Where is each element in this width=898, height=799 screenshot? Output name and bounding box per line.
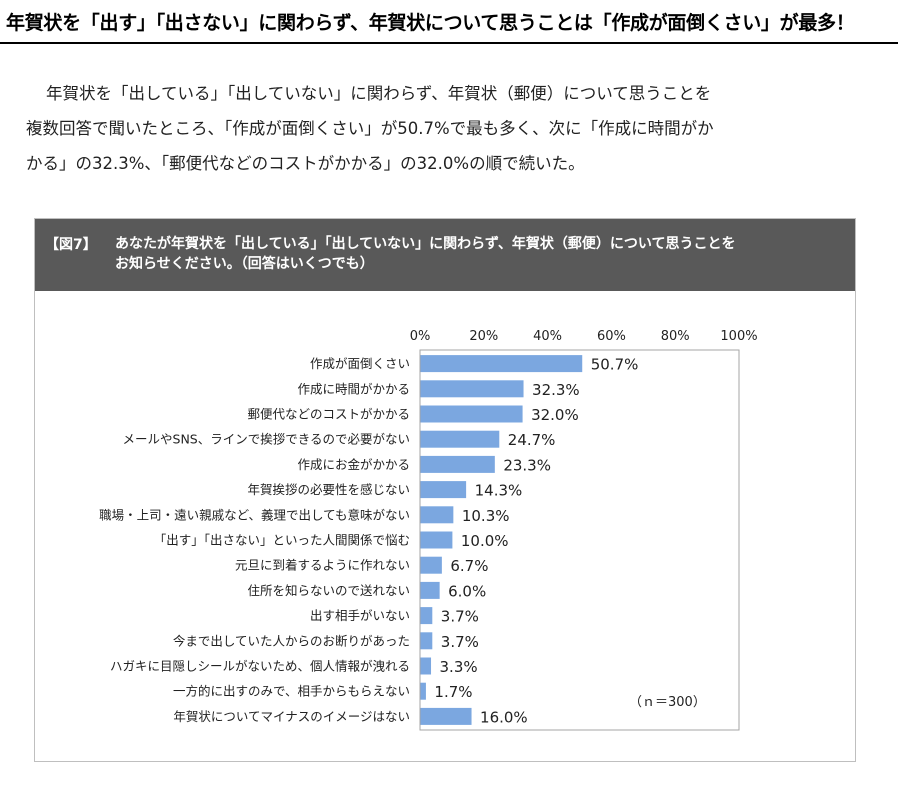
figure-label: 【図7】 bbox=[45, 237, 97, 253]
value-label: 32.3% bbox=[532, 381, 580, 399]
plot-frame bbox=[419, 349, 740, 731]
category-label: 郵便代などのコストがかかる bbox=[247, 407, 410, 422]
category-label: 元旦に到着するように作れない bbox=[235, 558, 410, 573]
category-label: 作成に時間がかかる bbox=[297, 381, 410, 396]
intro-line-2: 複数回答で聞いたところ、「作成が面倒くさい」が50.7%で最も多く、次に「作成に… bbox=[26, 119, 714, 138]
value-label: 16.0% bbox=[480, 708, 528, 726]
x-tick-label: 80% bbox=[661, 329, 690, 344]
value-label: 10.0% bbox=[461, 532, 509, 550]
value-label: 50.7% bbox=[591, 356, 639, 374]
value-label: 32.0% bbox=[531, 406, 579, 424]
headline-divider bbox=[0, 42, 898, 44]
bar bbox=[420, 481, 467, 499]
category-label: 出す相手がいない bbox=[310, 608, 410, 623]
figure-title: あなたが年賀状を「出している」「出していない」に関わらず、年賀状（郵便）について… bbox=[115, 234, 735, 274]
x-tick-label: 20% bbox=[469, 329, 498, 344]
value-label: 3.3% bbox=[440, 658, 478, 676]
bar bbox=[420, 506, 454, 524]
headline-text: 年賀状を「出す」「出さない」に関わらず、年賀状について思うことは「作成が面倒くさ… bbox=[6, 12, 855, 34]
figure-title-line-2: お知らせください。（回答はいくつでも） bbox=[115, 256, 374, 272]
bar bbox=[420, 707, 472, 725]
category-label: 作成にお金がかかる bbox=[297, 457, 410, 472]
value-label: 14.3% bbox=[475, 482, 523, 500]
bar bbox=[420, 355, 583, 373]
category-label: 職場・上司・遠い親戚など、義理で出しても意味がない bbox=[99, 507, 410, 522]
bar-chart: 0% 20% 40% 60% 80% 100% 作成が面倒くさい 50.7% 作成に時間がかかる… bbox=[99, 329, 758, 731]
headline-banner: 年賀状を「出す」「出さない」に関わらず、年賀状について思うことは「作成が面倒くさ… bbox=[0, 0, 898, 46]
category-label: 年賀状についてマイナスのイメージはない bbox=[173, 709, 410, 724]
category-label: 今まで出していた人からのお断りがあった bbox=[173, 633, 410, 648]
bar bbox=[420, 380, 524, 398]
x-tick-label: 0% bbox=[410, 329, 431, 344]
x-tick-label: 100% bbox=[720, 329, 757, 344]
value-label: 6.0% bbox=[448, 582, 486, 600]
value-label: 1.7% bbox=[434, 683, 472, 701]
bar bbox=[420, 405, 523, 423]
bar bbox=[420, 632, 433, 650]
bar bbox=[420, 607, 433, 625]
bar bbox=[420, 581, 440, 599]
value-label: 6.7% bbox=[450, 557, 488, 575]
intro-paragraph: 年賀状を「出している」「出していない」に関わらず、年賀状（郵便）について思うこと… bbox=[26, 76, 876, 181]
intro-line-1: 年賀状を「出している」「出していない」に関わらず、年賀状（郵便）について思うこと… bbox=[46, 84, 712, 103]
x-tick-label: 40% bbox=[533, 329, 562, 344]
bar bbox=[420, 657, 432, 675]
category-label: ハガキに目隠しシールがないため、個人情報が洩れる bbox=[110, 659, 410, 674]
bar bbox=[420, 556, 442, 574]
value-label: 23.3% bbox=[503, 456, 551, 474]
bar bbox=[420, 682, 426, 700]
category-label: メールやSNS、ラインで挨拶できるので必要がない bbox=[123, 432, 410, 447]
value-label: 24.7% bbox=[508, 431, 556, 449]
intro-line-3: かる」の32.3%、「郵便代などのコストがかかる」の32.0%の順で続いた。 bbox=[26, 154, 585, 173]
category-label: 作成が面倒くさい bbox=[310, 356, 410, 371]
sample-size-note: （ｎ＝300） bbox=[629, 695, 706, 710]
category-label: 一方的に出すのみで、相手からもらえない bbox=[173, 684, 410, 699]
category-label: 年賀挨拶の必要性を感じない bbox=[247, 482, 410, 497]
value-label: 3.7% bbox=[441, 633, 479, 651]
bar bbox=[420, 455, 495, 473]
bar bbox=[420, 430, 500, 448]
figure-panel: 【図7】 あなたが年賀状を「出している」「出していない」に関わらず、年賀状（郵便… bbox=[34, 218, 856, 762]
value-label: 10.3% bbox=[462, 507, 510, 525]
category-label: 住所を知らないので送れない bbox=[247, 583, 410, 598]
figure-header: 【図7】 あなたが年賀状を「出している」「出していない」に関わらず、年賀状（郵便… bbox=[35, 219, 855, 291]
bar bbox=[420, 531, 453, 549]
value-label: 3.7% bbox=[441, 608, 479, 626]
x-tick-label: 60% bbox=[597, 329, 626, 344]
figure-title-line-1: あなたが年賀状を「出している」「出していない」に関わらず、年賀状（郵便）について… bbox=[115, 236, 736, 252]
category-label: 「出す」「出さない」といった人間関係で悩む bbox=[154, 533, 410, 548]
